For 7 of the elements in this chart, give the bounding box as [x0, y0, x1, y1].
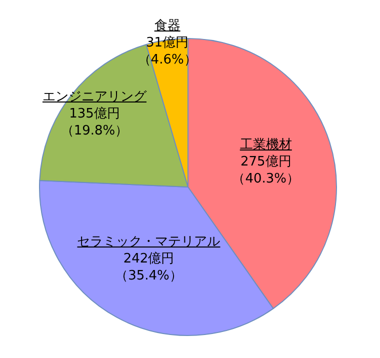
data-label: 275億円（40.3%）: [231, 154, 301, 188]
data-label: 242億円（35.4%）: [114, 250, 184, 284]
slice-label: セラミック・マテリアル: [77, 233, 220, 250]
data-label: 135億円（19.8%）: [60, 105, 130, 140]
slice-label: 食器: [153, 17, 182, 34]
slice-label: 工業機材: [238, 136, 293, 154]
slice-label: エンジニアリング: [42, 88, 146, 106]
